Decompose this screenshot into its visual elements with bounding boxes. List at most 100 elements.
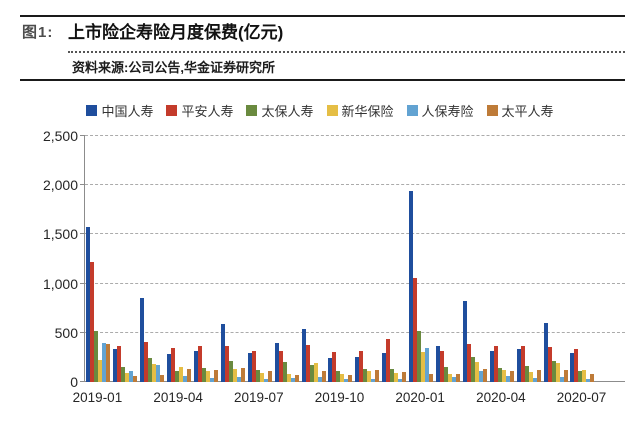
bar-2019-02-平安人寿 [117,346,122,382]
bar-2019-11-太保人寿 [363,369,368,382]
bar-group-2019-02 [112,136,139,382]
y-axis-label: 2,500 [42,128,78,144]
bar-2020-02-太平人寿 [456,374,461,382]
bar-2019-07-人保寿险 [263,379,268,382]
legend-swatch-icon [326,104,338,116]
y-axis-label: 500 [54,324,78,341]
bar-2019-08-太平人寿 [294,375,299,382]
bar-2020-02-太保人寿 [444,367,449,382]
bar-2019-03-中国人寿 [140,298,145,382]
bar-2019-06-太平人寿 [240,368,245,382]
bar-2019-01-人保寿险 [102,343,107,382]
bar-group-2020-05 [515,136,542,382]
bar-2019-07-太保人寿 [255,370,260,382]
bar-2020-05-中国人寿 [516,349,521,382]
bar-2019-06-太保人寿 [228,361,233,382]
bar-2019-09-平安人寿 [305,345,310,382]
x-axis-line [85,381,625,382]
bar-2020-01-中国人寿 [409,191,414,382]
bar-2019-05-太平人寿 [214,370,218,382]
bar-2020-06-人保寿险 [559,377,564,382]
bar-group-2019-07 [246,136,273,382]
bar-2019-12-人保寿险 [398,379,403,382]
bar-2019-10-中国人寿 [328,358,333,382]
bar-2020-07-中国人寿 [570,353,575,382]
bar-2020-04-平安人寿 [493,346,498,382]
bar-group-2019-11 [354,136,381,382]
legend-label: 平安人寿 [181,103,234,119]
bar-2019-04-中国人寿 [167,354,172,382]
bar-2019-12-太保人寿 [390,369,395,382]
bar-2019-04-平安人寿 [171,348,176,382]
bar-2020-05-太保人寿 [524,366,529,382]
legend-swatch-icon [246,104,258,116]
bar-2019-10-太保人寿 [336,371,341,382]
bar-2020-07-人保寿险 [586,379,591,382]
bar-2020-05-人保寿险 [532,378,537,382]
bar-2020-02-新华保险 [448,374,453,382]
bar-2019-11-中国人寿 [355,357,360,382]
bar-2020-03-人保寿险 [478,371,483,382]
gridline-1000 [85,282,625,284]
bar-2019-05-新华保险 [206,371,210,382]
bar-2019-02-太保人寿 [121,367,126,382]
bar-2019-10-太平人寿 [348,375,353,382]
bar-group-2019-08 [273,136,300,382]
bar-2019-11-人保寿险 [371,379,376,382]
bar-group-2019-12 [381,136,408,382]
legend-item-2: 平安人寿 [166,101,233,120]
y-tick [80,282,85,284]
bar-2020-07-太平人寿 [590,374,595,382]
y-tick [80,233,85,235]
bar-2019-07-太平人寿 [267,371,272,382]
bar-2019-08-中国人寿 [274,343,279,382]
bar-2019-04-太保人寿 [175,371,180,382]
bar-2019-03-新华保险 [152,364,157,382]
x-axis-label-2020-07: 2020-07 [556,390,607,405]
bar-group-2020-07 [569,136,596,382]
bar-2020-06-平安人寿 [547,347,552,382]
bar-2019-09-人保寿险 [317,377,322,382]
x-axis-label-2019-01: 2019-01 [72,390,123,405]
bar-2019-01-中国人寿 [86,227,91,382]
bar-2020-04-新华保险 [501,370,506,382]
bar-2019-03-太平人寿 [160,375,165,382]
bar-2020-06-新华保险 [555,363,560,382]
bar-group-2019-06 [219,136,246,382]
y-tick [80,135,85,136]
legend-label: 太保人寿 [261,103,314,119]
bar-2019-04-人保寿险 [183,376,188,382]
bar-2020-05-太平人寿 [536,370,541,382]
bar-2019-12-新华保险 [394,373,399,382]
bar-group-2019-01 [85,136,112,382]
bar-2020-04-太平人寿 [509,371,514,382]
x-axis-label-2019-10: 2019-10 [314,390,365,405]
bar-2019-03-平安人寿 [144,342,149,382]
gridline-500 [85,331,625,333]
bar-2020-02-人保寿险 [452,377,457,382]
figure-title: 上市险企寿险月度保费(亿元) [68,23,284,42]
bar-2019-11-平安人寿 [359,351,364,382]
bar-group-2020-03 [461,136,488,382]
bar-2020-03-中国人寿 [462,301,467,382]
bar-2020-01-太平人寿 [429,374,434,382]
bar-2019-07-新华保险 [259,373,264,382]
title-divider [68,51,625,53]
y-axis-label: 0 [70,374,78,390]
bar-2019-06-人保寿险 [236,377,241,382]
legend-swatch-icon [406,104,418,116]
chart-legend: 中国人寿 平安人寿 太保人寿 新华保险 人保寿险 太平人寿 [0,100,640,120]
bar-2020-04-太保人寿 [497,368,502,382]
y-axis-label: 1,000 [42,275,78,292]
bar-2019-03-人保寿险 [156,365,161,382]
bar-2019-09-新华保险 [313,363,318,382]
bar-2019-01-太平人寿 [106,344,111,382]
bar-2019-08-太保人寿 [282,362,287,382]
bar-2020-01-人保寿险 [425,348,430,382]
bar-2019-07-平安人寿 [251,351,256,382]
bar-2019-09-太保人寿 [309,365,314,382]
legend-swatch-icon [486,104,498,116]
bar-2019-02-中国人寿 [113,349,118,382]
y-tick [80,331,85,333]
